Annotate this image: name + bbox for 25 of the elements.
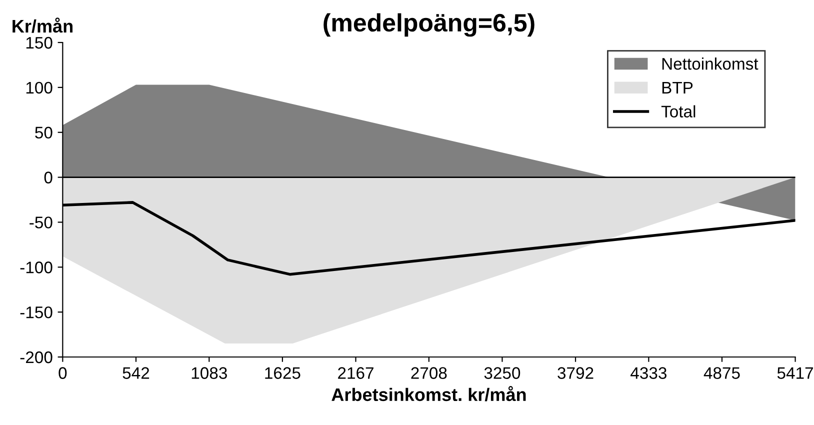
y-tick-label: 0 [44,172,52,184]
y-tick-label: -150 [20,306,52,318]
legend-label: Nettoinkomst [662,58,758,70]
x-tick-label: 4333 [630,367,666,379]
x-tick-label: 0 [58,367,67,379]
y-tick-label: -200 [20,351,52,364]
y-tick-label: -50 [30,216,52,228]
legend-label: Total [661,105,696,118]
x-tick-label: 542 [122,367,150,379]
y-tick-label: 50 [35,126,52,139]
x-axis-title: Arbetsinkomst. kr/mån [332,386,526,402]
x-tick-label: 2167 [338,367,374,379]
x-tick-label: 3792 [558,367,594,379]
x-tick-label: 4875 [704,367,740,379]
chart-title: (medelpoäng=6,5) [324,13,534,37]
x-tick-label: 3250 [484,367,520,379]
x-tick-label: 5417 [777,367,813,379]
x-tick-label: 1625 [265,367,300,379]
legend-label: BTP [662,82,693,94]
y-axis-title: Kr/mån [12,18,72,33]
y-tick-label: 100 [26,82,52,94]
y-tick-label: -100 [20,262,52,274]
x-tick-label: 1083 [192,367,227,379]
x-tick-label: 2708 [411,367,447,379]
y-tick-label: 150 [26,36,52,49]
